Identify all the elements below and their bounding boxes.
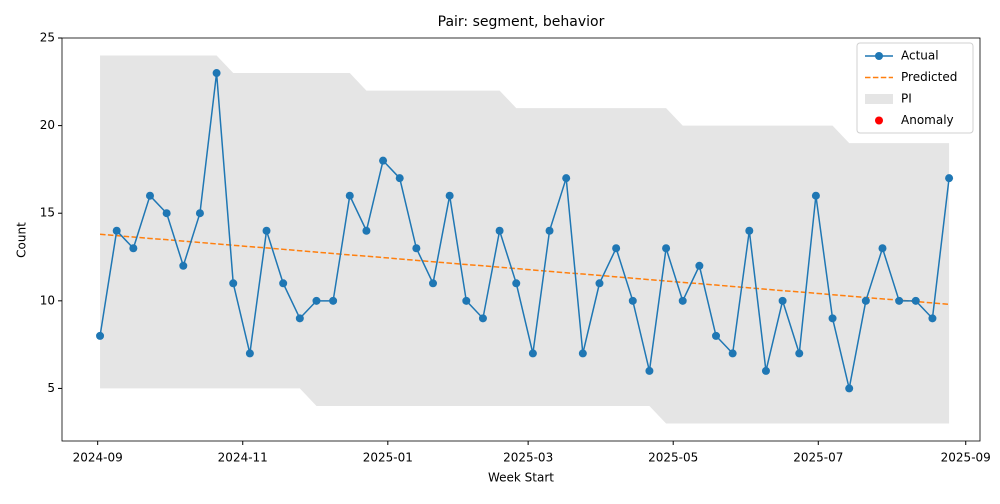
actual-point <box>329 296 338 305</box>
x-axis-label: Week Start <box>488 471 554 485</box>
actual-point <box>195 209 204 218</box>
actual-point <box>645 366 654 375</box>
legend-key <box>875 116 883 125</box>
x-tick-label: 2024-11 <box>218 451 268 465</box>
actual-point <box>562 174 571 183</box>
actual-point <box>462 296 471 305</box>
actual-point <box>162 209 171 218</box>
legend-key <box>865 94 893 104</box>
x-tick-label: 2025-09 <box>941 451 991 465</box>
actual-point <box>245 349 254 358</box>
actual-point <box>695 261 704 270</box>
actual-point <box>129 244 138 253</box>
prediction-interval <box>100 55 950 424</box>
actual-point <box>845 384 854 393</box>
actual-point <box>578 349 587 358</box>
actual-point <box>112 226 121 235</box>
x-tick-label: 2025-05 <box>648 451 698 465</box>
actual-point <box>229 279 238 288</box>
actual-point <box>678 296 687 305</box>
actual-point <box>145 191 154 200</box>
actual-point <box>528 349 537 358</box>
actual-point <box>945 174 954 183</box>
x-tick-label: 2024-09 <box>73 451 123 465</box>
legend-box <box>856 42 974 134</box>
actual-point <box>795 349 804 358</box>
actual-line <box>99 72 950 389</box>
actual-point <box>345 191 354 200</box>
actual-point <box>545 226 554 235</box>
y-tick-label: 5 <box>47 381 55 395</box>
actual-point <box>512 279 521 288</box>
actual-point <box>612 244 621 253</box>
y-tick-label: 20 <box>40 118 55 132</box>
actual-point <box>878 244 887 253</box>
x-tick-label: 2025-03 <box>503 451 553 465</box>
actual-point <box>595 279 604 288</box>
actual-point <box>262 226 271 235</box>
legend-key <box>875 52 883 60</box>
actual-point <box>179 261 188 270</box>
actual-point <box>895 296 904 305</box>
actual-point <box>395 174 404 183</box>
actual-point <box>628 296 637 305</box>
actual-point <box>811 191 820 200</box>
actual-point <box>928 314 937 323</box>
actual-point <box>312 296 321 305</box>
y-axis-label: Count <box>15 222 29 258</box>
x-tick-label: 2025-01 <box>363 451 413 465</box>
actual-point <box>861 296 870 305</box>
actual-point <box>728 349 737 358</box>
actual-point <box>379 156 388 165</box>
actual-point <box>295 314 304 323</box>
actual-point <box>662 244 671 253</box>
actual-point <box>745 226 754 235</box>
actual-point <box>495 226 504 235</box>
actual-point <box>911 296 920 305</box>
actual-point <box>412 244 421 253</box>
actual-point <box>478 314 487 323</box>
legend-label: Anomaly <box>901 113 954 127</box>
actual-point <box>362 226 371 235</box>
actual-point <box>279 279 288 288</box>
actual-point <box>212 69 221 78</box>
actual-point <box>778 296 787 305</box>
legend-label: Predicted <box>901 70 957 84</box>
x-tick-label: 2025-07 <box>793 451 843 465</box>
actual-point <box>712 331 721 340</box>
actual-point <box>445 191 454 200</box>
actual-point <box>828 314 837 323</box>
actual-point <box>761 366 770 375</box>
actual-point <box>429 279 438 288</box>
actual-point <box>96 331 105 340</box>
legend-label: Actual <box>901 49 939 63</box>
plot-frame <box>61 37 981 442</box>
legend-label: PI <box>901 92 912 106</box>
y-tick-label: 25 <box>40 31 55 45</box>
chart-title: Pair: segment, behavior <box>438 14 605 30</box>
y-tick-label: 15 <box>40 206 55 220</box>
y-tick-label: 10 <box>40 293 55 307</box>
